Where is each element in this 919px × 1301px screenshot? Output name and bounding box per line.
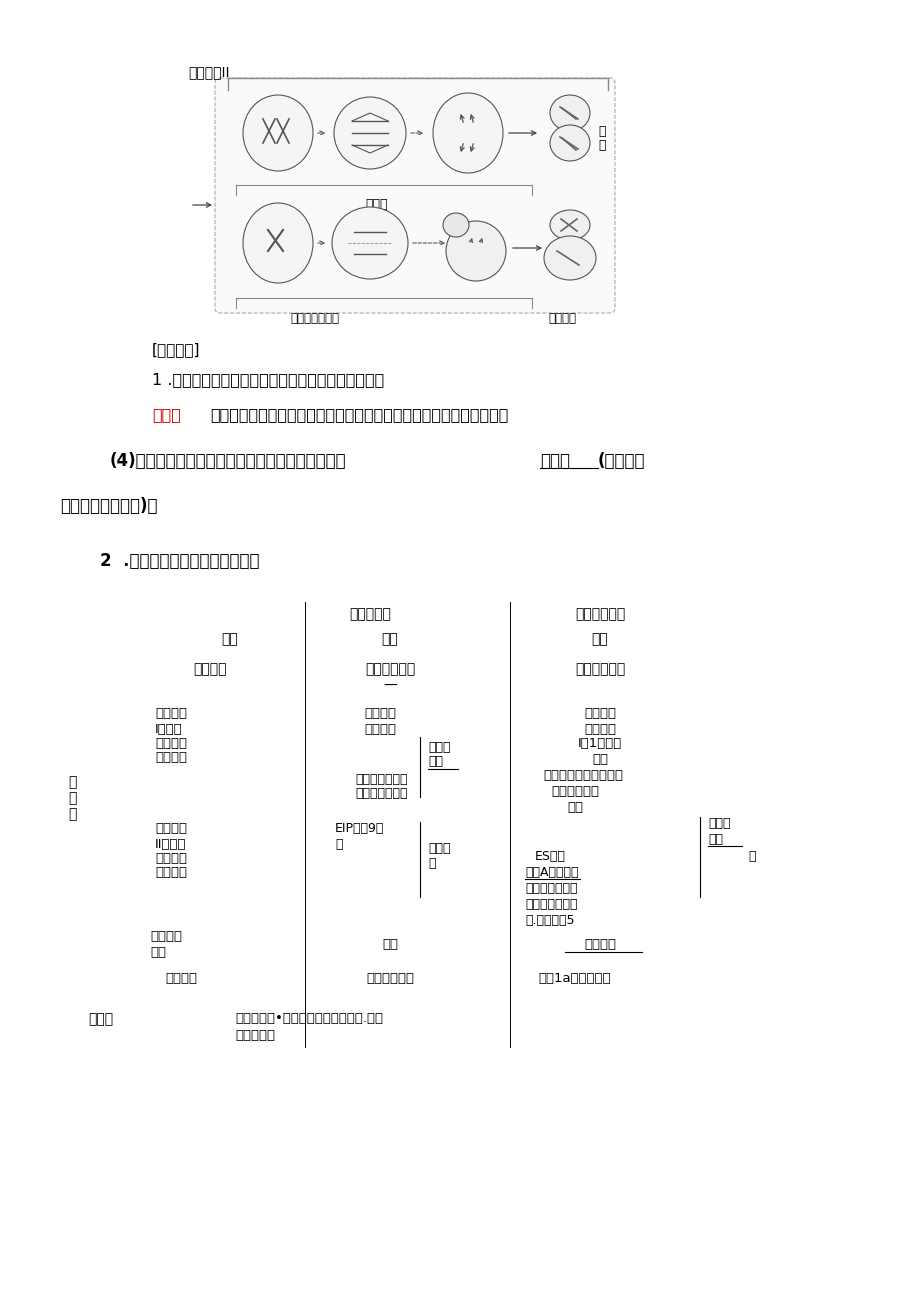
Text: 一个初级: 一个初级 <box>364 706 395 719</box>
Text: 胞、（大）三个: 胞、（大）三个 <box>525 898 577 911</box>
Text: 人维: 人维 <box>591 753 607 766</box>
Text: 均等分: 均等分 <box>427 842 450 855</box>
Text: 变形: 变形 <box>150 946 165 959</box>
Ellipse shape <box>243 203 312 284</box>
Ellipse shape <box>243 95 312 170</box>
Text: 一个初级: 一个初级 <box>584 706 616 719</box>
Text: 一个卵原细胞: 一个卵原细胞 <box>574 662 624 677</box>
Text: 质是否均: 质是否均 <box>154 852 187 865</box>
Text: 一个精原细胞: 一个精原细胞 <box>365 662 414 677</box>
Text: 点: 点 <box>68 807 76 821</box>
Text: 他最终都退化消失)。: 他最终都退化消失)。 <box>60 497 157 515</box>
Ellipse shape <box>550 95 589 131</box>
Text: I（细胞: I（细胞 <box>154 723 183 736</box>
Text: 1 .卵细胞形成过程中，出现不均等分裂有什么意义？: 1 .卵细胞形成过程中，出现不均等分裂有什么意义？ <box>152 372 384 386</box>
Text: 部位: 部位 <box>221 632 238 647</box>
Text: 不均等分裂导致卵细胞较大，有利于受精后为早期胚胎发育提供营养。: 不均等分裂导致卵细胞较大，有利于受精后为早期胚胎发育提供营养。 <box>210 407 508 422</box>
Text: ES不均: ES不均 <box>535 850 565 863</box>
Text: 同: 同 <box>68 791 76 805</box>
Text: 减数分裂II: 减数分裂II <box>187 65 229 79</box>
Text: 同均等: 同均等 <box>427 742 450 755</box>
Text: I值1不均等: I值1不均等 <box>577 736 621 749</box>
Text: 既不需要: 既不需要 <box>584 938 616 951</box>
Text: 染色体复制•次，细胞连续分裂两次.染色: 染色体复制•次，细胞连续分裂两次.染色 <box>234 1012 382 1025</box>
Text: 形成四个精子: 形成四个精子 <box>366 972 414 985</box>
Text: 等分裂）: 等分裂） <box>154 866 187 879</box>
Text: 卵细胞的形成: 卵细胞的形成 <box>574 608 624 621</box>
Text: (三个两极: (三个两极 <box>597 451 645 470</box>
Ellipse shape <box>446 221 505 281</box>
Text: 囧卵细胞: 囧卵细胞 <box>548 312 575 325</box>
Text: 精子的形成: 精子的形成 <box>348 608 391 621</box>
Text: 极: 极 <box>597 125 605 138</box>
Text: 形成1a一个卵细胞: 形成1a一个卵细胞 <box>539 972 610 985</box>
Text: 相同点: 相同点 <box>88 1012 113 1026</box>
Text: 零丸: 零丸 <box>381 632 398 647</box>
Text: 不: 不 <box>68 775 76 788</box>
Text: 胞（大小相同）: 胞（大小相同） <box>355 787 407 800</box>
Text: 等分裂）: 等分裂） <box>154 751 187 764</box>
Ellipse shape <box>443 213 469 237</box>
Text: 裂: 裂 <box>427 857 435 870</box>
Text: 分裂: 分裂 <box>708 833 722 846</box>
Text: 2  .精子与卵细胞形成过程的比较: 2 .精子与卵细胞形成过程的比较 <box>100 552 259 570</box>
Text: —: — <box>382 679 396 693</box>
Text: 分裂结果: 分裂结果 <box>165 972 197 985</box>
Ellipse shape <box>332 207 407 278</box>
Text: 两个丽极体极细: 两个丽极体极细 <box>525 882 577 895</box>
Text: 质是否均: 质是否均 <box>154 736 187 749</box>
Text: 个: 个 <box>747 850 754 863</box>
Text: 一个次级极体（小的）: 一个次级极体（小的） <box>542 769 622 782</box>
Text: 精母细胞: 精母细胞 <box>364 723 395 736</box>
Text: 卵母细胞: 卵母细胞 <box>584 723 616 736</box>
Text: II（细胞: II（细胞 <box>154 838 187 851</box>
Ellipse shape <box>543 235 596 280</box>
Ellipse shape <box>550 209 589 239</box>
Text: 分裂: 分裂 <box>427 755 443 768</box>
Ellipse shape <box>334 98 405 169</box>
FancyBboxPatch shape <box>215 78 614 314</box>
Text: 原始细胞: 原始细胞 <box>193 662 226 677</box>
Text: 卵母细胞（大: 卵母细胞（大 <box>550 785 598 798</box>
Text: 的）: 的） <box>566 801 583 814</box>
Text: 体数口减半: 体数口减半 <box>234 1029 275 1042</box>
Ellipse shape <box>433 92 503 173</box>
Text: 丽: 丽 <box>335 838 342 851</box>
Text: 减数分裂: 减数分裂 <box>154 822 187 835</box>
Text: EIP精母9个: EIP精母9个 <box>335 822 384 835</box>
Text: 需要: 需要 <box>381 938 398 951</box>
Text: 是否需要: 是否需要 <box>150 930 182 943</box>
Text: 体: 体 <box>597 139 605 152</box>
Text: 减数分裂: 减数分裂 <box>154 706 187 719</box>
Text: 卵巢: 卵巢 <box>591 632 607 647</box>
Text: 因均等: 因均等 <box>708 817 730 830</box>
Text: 囧极体: 囧极体 <box>365 198 387 211</box>
Text: (4)结果：一个卵原细胞经过减数分裂，只形成一个: (4)结果：一个卵原细胞经过减数分裂，只形成一个 <box>110 451 346 470</box>
Text: 卵细胞: 卵细胞 <box>539 451 570 470</box>
Text: 囧次级卵母细胞: 囧次级卵母细胞 <box>289 312 338 325</box>
Text: 两个次级精母细: 两个次级精母细 <box>355 773 407 786</box>
Text: [深入思考]: [深入思考] <box>152 342 200 356</box>
Ellipse shape <box>550 125 589 161</box>
Text: 极.（退化消5: 极.（退化消5 <box>525 915 573 928</box>
Text: 提示：: 提示： <box>152 407 181 422</box>
Text: 等裂A囡二一个: 等裂A囡二一个 <box>525 866 578 879</box>
